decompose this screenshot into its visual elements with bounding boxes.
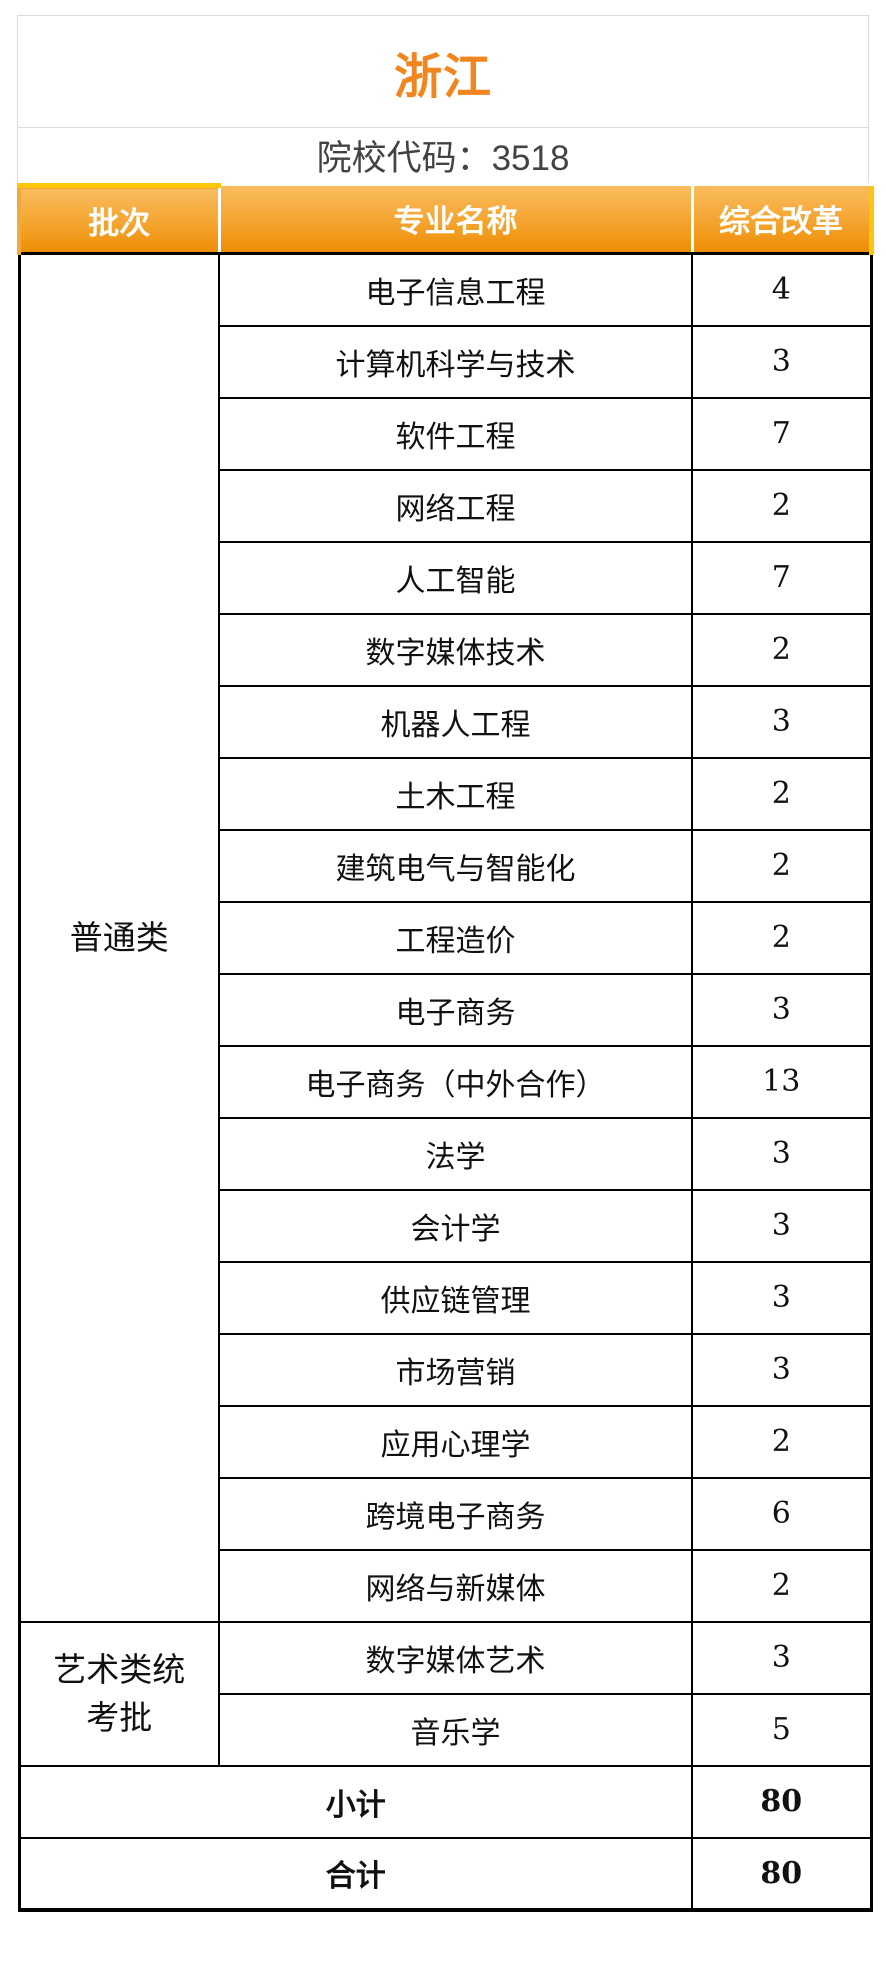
table-row: 计算机科学与技术 3	[19, 324, 873, 399]
value-cell: 13	[691, 1044, 873, 1119]
value-cell: 3	[691, 1116, 873, 1191]
table-row: 土木工程 2	[19, 756, 873, 831]
major-cell: 网络与新媒体	[218, 1548, 693, 1623]
table-body: 普通类 电子信息工程 4 计算机科学与技术 3 软件工程 7 网络工程 2 人工智能 7 数字媒体技术…	[17, 252, 873, 1912]
value-cell: 2	[691, 612, 873, 687]
table-row: 市场营销 3	[19, 1332, 873, 1407]
major-cell: 市场营销	[218, 1332, 693, 1407]
header-row: 批次 专业名称 综合改革	[17, 183, 874, 255]
table-row: 人工智能 7	[19, 540, 873, 615]
value-cell: 2	[691, 468, 873, 543]
value-cell: 7	[691, 540, 873, 615]
value-cell: 5	[691, 1692, 873, 1767]
admission-plan-table: 批次 专业名称 综合改革 普通类 电子信息工程 4 计算机科学与技术 3 软件工程 7 网络工…	[17, 183, 874, 1912]
major-cell: 建筑电气与智能化	[218, 828, 693, 903]
value-cell: 3	[691, 684, 873, 759]
major-cell: 工程造价	[218, 900, 693, 975]
major-cell: 电子商务（中外合作）	[218, 1044, 693, 1119]
value-cell: 7	[691, 396, 873, 471]
table-header: 批次 专业名称 综合改革	[17, 183, 874, 255]
total-value-cell: 80	[691, 1836, 873, 1912]
batch-cell: 普通类	[17, 252, 220, 1623]
table-row: 普通类 电子信息工程 4	[17, 252, 873, 1623]
school-code-text: 院校代码：3518	[316, 139, 570, 178]
value-cell: 6	[691, 1476, 873, 1551]
column-header-plan: 综合改革	[690, 185, 874, 255]
value-cell: 2	[691, 1548, 873, 1623]
table-row: 软件工程 7	[19, 396, 873, 471]
total-label-cell: 合计	[17, 1836, 693, 1912]
major-cell: 土木工程	[218, 756, 693, 831]
value-cell: 2	[691, 1404, 873, 1479]
major-cell: 电子商务	[218, 972, 693, 1047]
title-box: 浙江	[17, 15, 869, 127]
major-cell: 会计学	[218, 1188, 693, 1263]
value-cell: 4	[691, 252, 873, 327]
major-cell: 软件工程	[218, 396, 693, 471]
value-cell: 2	[691, 900, 873, 975]
table-row: 供应链管理 3	[19, 1260, 873, 1335]
column-header-batch: 批次	[17, 183, 219, 255]
table-row: 电子商务（中外合作） 13	[19, 1044, 873, 1119]
table-row: 会计学 3	[19, 1188, 873, 1263]
value-cell: 3	[691, 1188, 873, 1263]
value-cell: 2	[691, 756, 873, 831]
value-cell: 3	[691, 1260, 873, 1335]
major-cell: 数字媒体艺术	[218, 1620, 693, 1695]
table-row: 艺术类统 考批 数字媒体艺术 3	[17, 1620, 873, 1767]
page-title: 浙江	[393, 50, 492, 104]
school-code-box: 院校代码：3518	[17, 127, 869, 183]
table-row: 工程造价 2	[19, 900, 873, 975]
value-cell: 2	[691, 828, 873, 903]
value-cell: 3	[691, 972, 873, 1047]
column-header-major: 专业名称	[217, 185, 692, 255]
major-cell: 计算机科学与技术	[218, 324, 693, 399]
table-row: 网络与新媒体 2	[19, 1548, 873, 1623]
major-cell: 网络工程	[218, 468, 693, 543]
table-row: 数字媒体技术 2	[19, 612, 873, 687]
major-cell: 音乐学	[218, 1692, 693, 1767]
province-card: 浙江 院校代码：3518 批次 专业名称 综合改革 普通类 电子信息工程 4 计算机科…	[17, 15, 874, 1912]
value-cell: 3	[691, 1332, 873, 1407]
table-row: 音乐学 5	[19, 1692, 873, 1767]
major-cell: 电子信息工程	[218, 252, 693, 327]
total-row: 合计 80	[17, 1836, 873, 1912]
total-row: 小计 80	[17, 1764, 873, 1839]
major-cell: 供应链管理	[218, 1260, 693, 1335]
total-value-cell: 80	[691, 1764, 873, 1839]
table-row: 跨境电子商务 6	[19, 1476, 873, 1551]
table-row: 应用心理学 2	[19, 1404, 873, 1479]
major-cell: 人工智能	[218, 540, 693, 615]
major-cell: 跨境电子商务	[218, 1476, 693, 1551]
table-row: 网络工程 2	[19, 468, 873, 543]
major-cell: 应用心理学	[218, 1404, 693, 1479]
total-label-cell: 小计	[17, 1764, 693, 1839]
value-cell: 3	[691, 324, 873, 399]
major-cell: 法学	[218, 1116, 693, 1191]
batch-cell: 艺术类统 考批	[17, 1620, 220, 1767]
table-row: 机器人工程 3	[19, 684, 873, 759]
table-row: 建筑电气与智能化 2	[19, 828, 873, 903]
major-cell: 数字媒体技术	[218, 612, 693, 687]
table-row: 电子商务 3	[19, 972, 873, 1047]
major-cell: 机器人工程	[218, 684, 693, 759]
value-cell: 3	[691, 1620, 873, 1695]
table-row: 法学 3	[19, 1116, 873, 1191]
